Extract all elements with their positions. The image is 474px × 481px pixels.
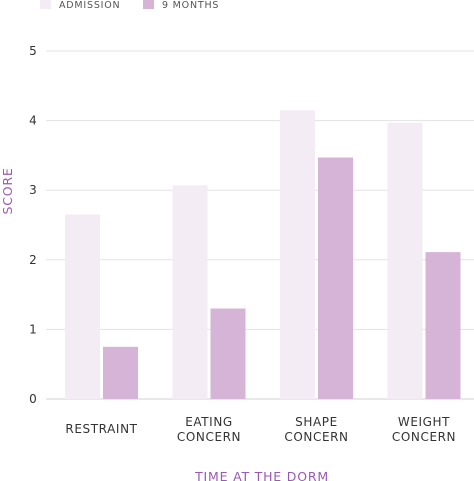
bar-9-months — [103, 346, 138, 399]
category-label: CONCERN — [177, 430, 241, 444]
bar-admission — [65, 214, 100, 399]
bar-9-months — [318, 157, 353, 399]
y-tick-label: 5 — [29, 44, 37, 58]
category-label: CONCERN — [284, 430, 348, 444]
legend: ADMISSION 9 MONTHS — [40, 0, 219, 11]
bar-9-months — [425, 252, 461, 399]
category-label: EATING — [185, 415, 233, 429]
bar-admission — [280, 110, 315, 399]
y-tick-label: 4 — [29, 114, 37, 128]
legend-label: ADMISSION — [59, 0, 120, 11]
category-label: SHAPE — [295, 415, 338, 429]
category-label: WEIGHT — [398, 415, 450, 429]
bar-admission — [387, 122, 423, 400]
bars — [65, 110, 461, 400]
y-tick-label: 0 — [29, 392, 37, 406]
bar-9-months — [210, 308, 246, 399]
bar-admission — [172, 185, 208, 399]
y-tick-label: 2 — [29, 253, 37, 267]
y-tick-label: 3 — [29, 183, 37, 197]
y-tick-labels: 0 1 2 3 4 5 — [29, 44, 37, 406]
category-label: CONCERN — [392, 430, 456, 444]
y-axis-title: SCORE — [0, 167, 15, 214]
legend-label: 9 MONTHS — [162, 0, 219, 11]
y-tick-label: 1 — [29, 322, 37, 336]
category-label: RESTRAINT — [65, 422, 137, 436]
legend-swatch — [40, 0, 51, 9]
category-labels: RESTRAINT EATINGCONCERNSHAPECONCERNWEIGHT… — [65, 415, 456, 444]
legend-swatch — [143, 0, 154, 9]
x-axis-title: TIME AT THE DORM — [194, 469, 329, 481]
